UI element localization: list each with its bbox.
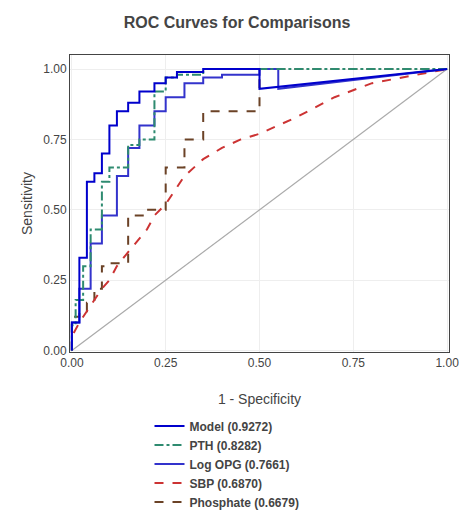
svg-text:Log OPG (0.7661): Log OPG (0.7661) [190, 458, 290, 472]
svg-text:0.75: 0.75 [43, 133, 67, 147]
svg-text:Phosphate (0.6679): Phosphate (0.6679) [190, 496, 299, 510]
svg-text:1.00: 1.00 [43, 62, 67, 76]
svg-text:Model (0.9272): Model (0.9272) [190, 420, 273, 434]
svg-text:1.00: 1.00 [435, 356, 459, 370]
svg-text:0.25: 0.25 [154, 356, 178, 370]
svg-text:SBP (0.6870): SBP (0.6870) [190, 477, 263, 491]
svg-text:1 - Specificity: 1 - Specificity [218, 391, 301, 407]
svg-text:ROC Curves for Comparisons: ROC Curves for Comparisons [124, 14, 351, 31]
svg-text:0.50: 0.50 [248, 356, 272, 370]
svg-text:0.75: 0.75 [342, 356, 366, 370]
svg-text:0.00: 0.00 [43, 344, 67, 358]
svg-text:PTH (0.8282): PTH (0.8282) [190, 439, 262, 453]
svg-text:0.25: 0.25 [43, 273, 67, 287]
svg-text:0.50: 0.50 [43, 203, 67, 217]
svg-text:Sensitivity: Sensitivity [19, 172, 35, 235]
svg-text:0.00: 0.00 [60, 356, 84, 370]
